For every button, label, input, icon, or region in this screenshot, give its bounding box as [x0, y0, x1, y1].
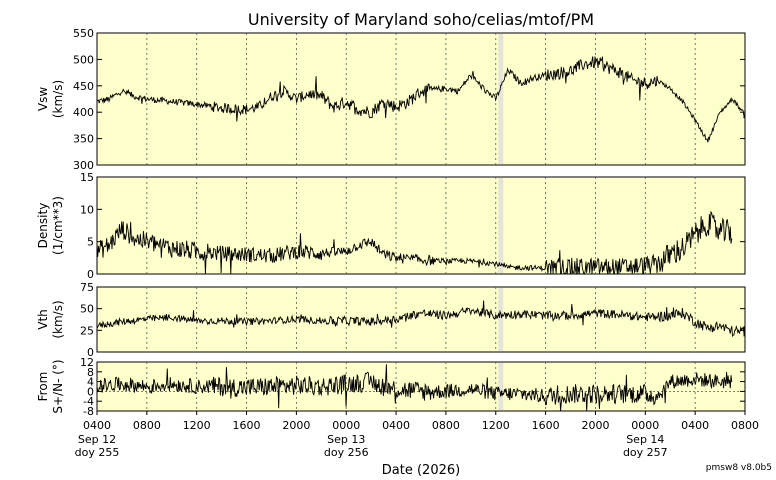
y-tick-label: -4	[83, 395, 94, 408]
panel-1: 0 5 10 15 Density (1/cm**3)	[36, 171, 746, 281]
x-tick-label: 0800	[133, 419, 161, 432]
date-label: Sep 14	[626, 433, 664, 446]
y-axis-label: Density	[36, 203, 50, 249]
y-axis-label: Vsw	[36, 87, 50, 111]
date-label: Sep 12	[78, 433, 116, 446]
x-tick-label: 2000	[282, 419, 310, 432]
series-line-2	[96, 300, 745, 338]
doy-label: doy 257	[623, 446, 668, 459]
y-tick-label: 5	[87, 236, 94, 249]
y-tick-label: 450	[73, 80, 94, 93]
y-tick-label: 500	[73, 53, 94, 66]
y-tick-label: 50	[80, 303, 94, 316]
x-tick-label: 1600	[233, 419, 261, 432]
y-tick-label: -8	[83, 405, 94, 418]
x-tick-label: 0400	[83, 419, 111, 432]
x-tick-label: 1200	[482, 419, 510, 432]
y-tick-label: 4	[87, 376, 94, 389]
x-tick-label: 1600	[532, 419, 560, 432]
y-axis-label: From	[36, 372, 50, 402]
y-axis-label: S+/N- (°)	[51, 359, 65, 413]
date-label: Sep 13	[327, 433, 365, 446]
x-tick-label: 0000	[332, 419, 360, 432]
y-tick-label: 8	[87, 366, 94, 379]
x-tick-label: 1200	[183, 419, 211, 432]
y-tick-label: 75	[80, 281, 94, 294]
y-tick-label: 0	[87, 385, 94, 398]
figure-title: University of Maryland soho/celias/mtof/…	[248, 10, 594, 29]
data-gap-band	[498, 288, 504, 351]
series-line-3	[96, 364, 733, 411]
y-tick-label: 25	[80, 324, 94, 337]
y-tick-label: 15	[80, 171, 94, 184]
panel-background	[96, 361, 746, 412]
x-tick-label: 0400	[681, 419, 709, 432]
data-gap-band	[498, 34, 504, 164]
data-gap-band	[498, 178, 504, 273]
panel-background	[96, 32, 746, 166]
x-axis: 0400 0800 1200 1600 2000 0000 0400 0800 1200 1600…	[75, 411, 759, 459]
y-tick-label: 0	[87, 268, 94, 281]
doy-label: doy 256	[324, 446, 369, 459]
panel-0: 300 350 400 450 500 550 Vsw (km/s)	[36, 27, 746, 172]
x-tick-label: 0800	[731, 419, 759, 432]
y-axis-label: (1/cm**3)	[51, 196, 65, 255]
y-tick-label: 400	[73, 106, 94, 119]
data-gap-band	[498, 363, 504, 410]
x-tick-label: 0800	[432, 419, 460, 432]
series-line-0	[96, 56, 745, 143]
y-tick-label: 350	[73, 133, 94, 146]
x-axis-label: Date (2026)	[382, 463, 460, 478]
y-axis-label: Vth	[36, 309, 50, 330]
y-tick-label: 300	[73, 159, 94, 172]
y-tick-label: 10	[80, 203, 94, 216]
y-axis-label: (km/s)	[51, 300, 65, 338]
y-tick-label: 550	[73, 27, 94, 40]
y-tick-label: 0	[87, 346, 94, 359]
version-label: pmsw8 v8.0b5	[706, 463, 772, 473]
panel-2: 0 25 50 75 Vth (km/s)	[36, 281, 746, 359]
y-axis-label: (km/s)	[51, 80, 65, 118]
x-tick-label: 0000	[631, 419, 659, 432]
y-tick-label: 12	[80, 356, 94, 369]
x-tick-label: 0400	[382, 419, 410, 432]
doy-label: doy 255	[75, 446, 120, 459]
x-tick-label: 2000	[581, 419, 609, 432]
series-line-1	[96, 210, 733, 275]
